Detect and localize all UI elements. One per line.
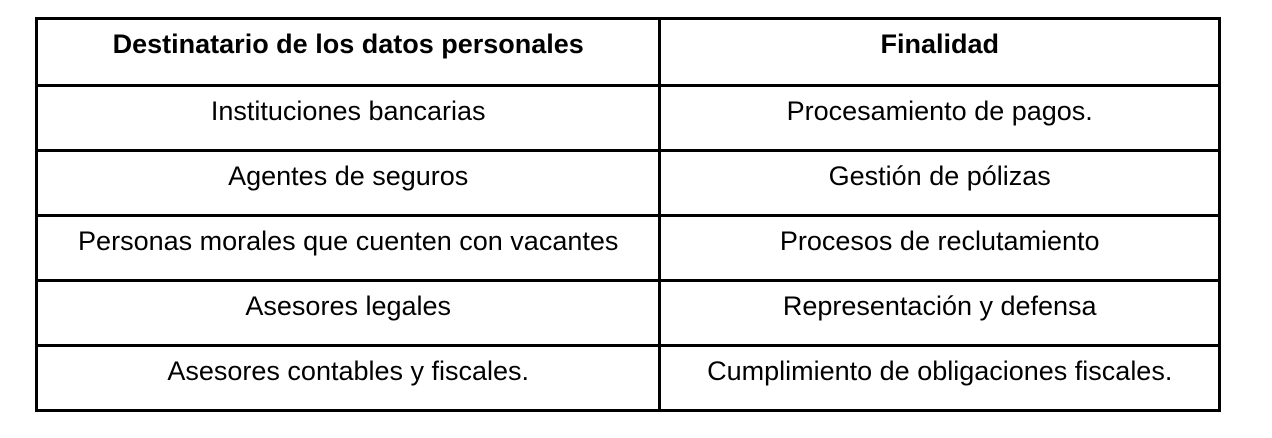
table-row: Agentes de seguros Gestión de pólizas: [34, 149, 1221, 217]
cell-finalidad: Gestión de pólizas: [658, 149, 1221, 217]
table-row: Instituciones bancarias Procesamiento de…: [34, 84, 1221, 152]
cell-finalidad: Representación y defensa: [658, 279, 1221, 347]
table-header-row: Destinatario de los datos personales Fin…: [34, 17, 1221, 87]
table-row: Asesores contables y fiscales. Cumplimie…: [34, 344, 1221, 412]
cell-destinatario: Asesores legales: [34, 279, 662, 347]
cell-finalidad: Cumplimiento de obligaciones fiscales.: [658, 344, 1221, 412]
recipients-purpose-table: Destinatario de los datos personales Fin…: [34, 17, 1221, 412]
cell-finalidad: Procesos de reclutamiento: [658, 214, 1221, 282]
cell-destinatario: Instituciones bancarias: [34, 84, 662, 152]
cell-destinatario: Personas morales que cuenten con vacante…: [34, 214, 662, 282]
cell-finalidad: Procesamiento de pagos.: [658, 84, 1221, 152]
table-row: Personas morales que cuenten con vacante…: [34, 214, 1221, 282]
cell-destinatario: Asesores contables y fiscales.: [34, 344, 662, 412]
column-header-destinatario: Destinatario de los datos personales: [34, 17, 662, 87]
column-header-finalidad: Finalidad: [658, 17, 1221, 87]
table-row: Asesores legales Representación y defens…: [34, 279, 1221, 347]
cell-destinatario: Agentes de seguros: [34, 149, 662, 217]
